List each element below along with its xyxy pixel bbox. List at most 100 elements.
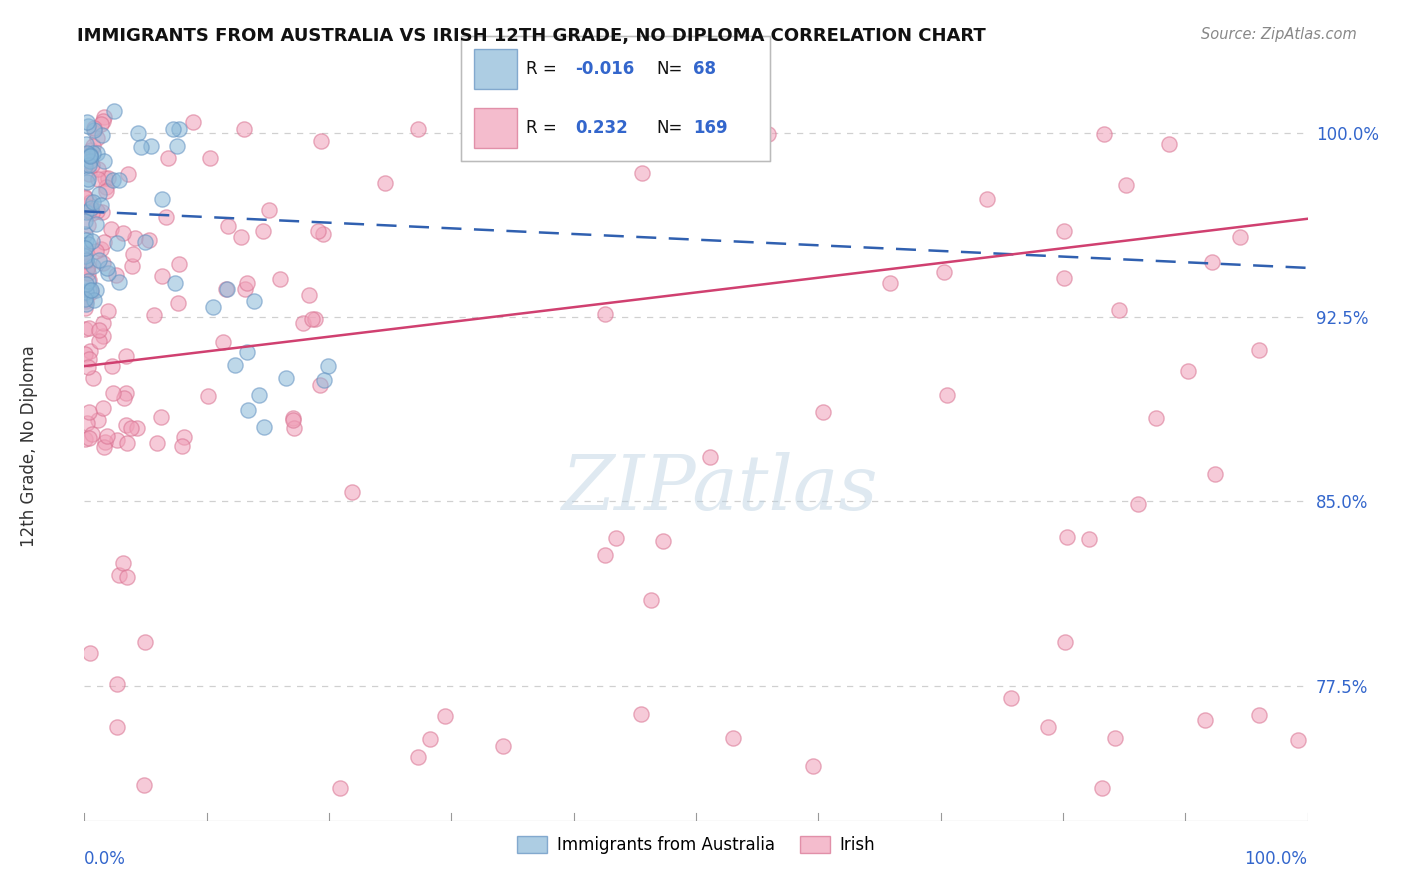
Point bbox=[936, 388, 959, 402]
Point bbox=[247, 388, 270, 402]
Point bbox=[75, 199, 97, 213]
Point bbox=[94, 170, 117, 185]
Point bbox=[79, 344, 101, 359]
Point bbox=[82, 146, 104, 161]
Point bbox=[155, 211, 177, 225]
Point bbox=[173, 429, 195, 443]
Point bbox=[76, 416, 98, 430]
Point bbox=[721, 731, 744, 745]
Point bbox=[107, 433, 129, 447]
Point bbox=[107, 567, 129, 582]
Point bbox=[314, 373, 336, 387]
Point bbox=[87, 323, 110, 337]
Point bbox=[90, 198, 112, 212]
Point bbox=[73, 301, 96, 315]
Point bbox=[76, 262, 98, 277]
Point bbox=[699, 450, 721, 465]
Point bbox=[129, 140, 152, 154]
Point bbox=[141, 139, 163, 153]
Point bbox=[83, 121, 105, 136]
Point bbox=[167, 296, 190, 310]
Point bbox=[101, 359, 124, 373]
Point bbox=[406, 122, 429, 136]
Point bbox=[82, 194, 104, 209]
Point bbox=[79, 431, 101, 445]
Point bbox=[283, 412, 305, 426]
Point bbox=[75, 346, 97, 360]
Point bbox=[1229, 230, 1251, 244]
Point bbox=[76, 175, 98, 189]
Point bbox=[79, 167, 101, 181]
Point bbox=[304, 311, 326, 326]
Point bbox=[252, 224, 274, 238]
Point bbox=[73, 241, 96, 255]
Text: IMMIGRANTS FROM AUSTRALIA VS IRISH 12TH GRADE, NO DIPLOMA CORRELATION CHART: IMMIGRANTS FROM AUSTRALIA VS IRISH 12TH … bbox=[77, 27, 986, 45]
Point bbox=[107, 275, 129, 289]
Point bbox=[202, 300, 225, 314]
Point bbox=[236, 403, 259, 417]
Point bbox=[281, 411, 304, 425]
Point bbox=[90, 128, 112, 142]
Point bbox=[1000, 690, 1022, 705]
Point bbox=[433, 708, 456, 723]
Text: 100.0%: 100.0% bbox=[1244, 850, 1308, 868]
Point bbox=[87, 413, 110, 427]
Point bbox=[89, 334, 111, 348]
Point bbox=[1077, 532, 1099, 546]
Point bbox=[292, 316, 315, 330]
Point bbox=[79, 154, 101, 169]
Text: ZIPatlas: ZIPatlas bbox=[562, 452, 879, 526]
Text: 12th Grade, No Diploma: 12th Grade, No Diploma bbox=[20, 345, 38, 547]
Point bbox=[1092, 127, 1115, 141]
Point bbox=[1157, 137, 1180, 152]
Point bbox=[1247, 708, 1270, 723]
Point bbox=[408, 750, 430, 764]
Point bbox=[101, 385, 124, 400]
Text: N=: N= bbox=[657, 120, 682, 137]
Point bbox=[76, 359, 98, 374]
Point bbox=[93, 401, 115, 416]
Point bbox=[79, 195, 101, 210]
Point bbox=[90, 242, 112, 256]
Point bbox=[103, 103, 125, 118]
Point bbox=[86, 162, 108, 177]
Point bbox=[276, 371, 298, 385]
Point bbox=[630, 707, 652, 722]
Point bbox=[75, 294, 97, 309]
Point bbox=[593, 548, 616, 562]
Point bbox=[491, 739, 513, 753]
Point bbox=[79, 149, 101, 163]
Point bbox=[217, 282, 239, 296]
Point bbox=[1204, 467, 1226, 481]
Point bbox=[108, 173, 131, 187]
Point bbox=[77, 120, 100, 134]
Point bbox=[96, 429, 118, 443]
Point bbox=[90, 117, 112, 131]
Point bbox=[651, 534, 673, 549]
Point bbox=[374, 176, 396, 190]
Point bbox=[605, 531, 627, 545]
Point bbox=[93, 235, 115, 249]
Point bbox=[1177, 364, 1199, 378]
Point bbox=[97, 266, 120, 280]
Point bbox=[134, 635, 156, 649]
Point bbox=[94, 180, 117, 194]
Point bbox=[235, 282, 257, 296]
Point bbox=[1194, 713, 1216, 727]
Point bbox=[97, 171, 120, 186]
Point bbox=[80, 283, 103, 297]
Point bbox=[283, 421, 305, 435]
Point bbox=[86, 203, 108, 218]
Point bbox=[150, 269, 173, 284]
Point bbox=[77, 259, 100, 273]
Point bbox=[1249, 343, 1271, 357]
Point bbox=[80, 234, 103, 248]
Point bbox=[1126, 497, 1149, 511]
Point bbox=[86, 145, 108, 160]
Point bbox=[75, 233, 97, 247]
Point bbox=[97, 304, 120, 318]
Point bbox=[631, 166, 654, 180]
Point bbox=[111, 226, 134, 240]
Point bbox=[79, 144, 101, 158]
Point bbox=[77, 157, 100, 171]
